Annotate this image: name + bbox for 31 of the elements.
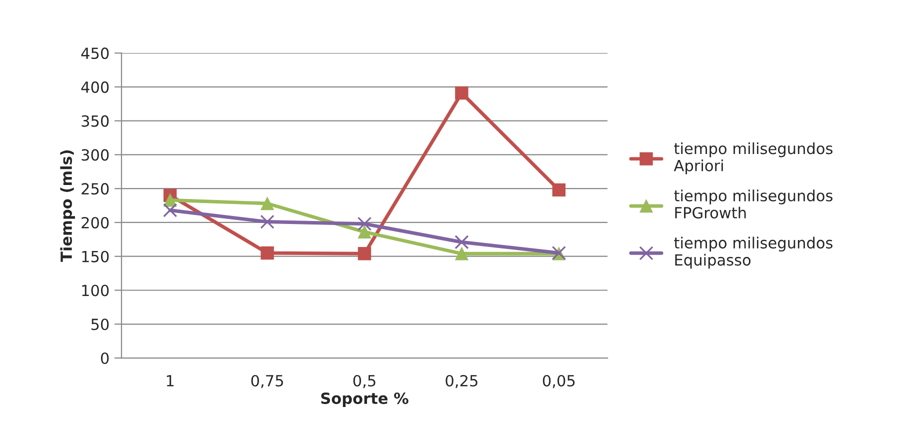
y-tick-label: 150: [82, 250, 109, 262]
point: [357, 216, 372, 231]
y-tick-label: 0: [100, 352, 109, 364]
y-tick-label: 300: [82, 149, 109, 161]
y-tick-label: 250: [82, 183, 109, 195]
y-axis-title: Tiempo (mls): [60, 150, 75, 262]
point: [358, 225, 372, 239]
point: [454, 235, 469, 250]
y-tick-label: 50: [91, 318, 109, 330]
point: [455, 86, 468, 100]
x-tick-label: 0,5: [353, 374, 376, 388]
point: [163, 203, 178, 218]
legend-label: tiempo milisegundos Equipasso: [674, 236, 832, 269]
legend-label: tiempo milisegundos Apriori: [674, 142, 832, 174]
point: [260, 214, 274, 229]
point: [260, 196, 274, 210]
y-tick-label: 100: [82, 284, 109, 296]
point: [552, 183, 566, 197]
x-axis-title: Soporte %: [321, 392, 408, 408]
x-tick-label: 0,75: [251, 374, 283, 388]
x-tick-label: 0,05: [542, 374, 575, 388]
point: [455, 247, 468, 260]
y-tick-label: 400: [81, 81, 109, 93]
point: [260, 246, 274, 260]
x-tick-label: 0,25: [446, 374, 478, 388]
x-tick-label: 1: [166, 375, 174, 386]
y-tick-label: 200: [82, 216, 109, 228]
y-tick-label: 350: [82, 115, 109, 127]
point: [358, 247, 372, 260]
y-tick-label: 450: [81, 48, 109, 60]
legend-label: tiempo milisegundos FPGrowth: [674, 190, 832, 219]
